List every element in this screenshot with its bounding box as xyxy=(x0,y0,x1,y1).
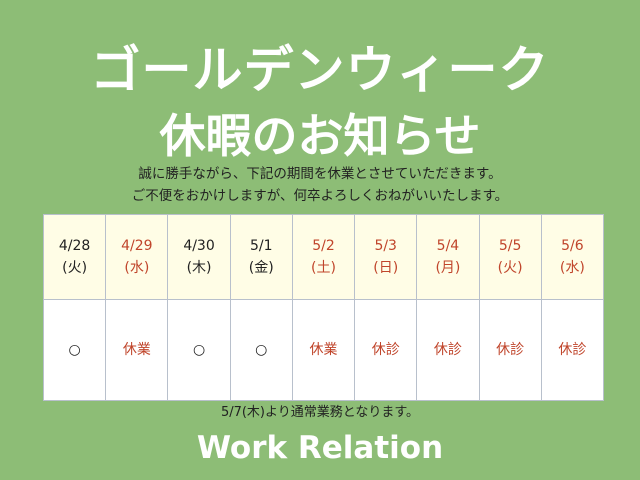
status-cell: ○ xyxy=(167,299,231,401)
brand-name: Work Relation xyxy=(196,430,444,466)
date: 5/2 xyxy=(312,238,335,254)
status-row: ○ 休業 ○ ○ 休業 休診 休診 休診 休診 xyxy=(42,299,605,401)
status-cell: 休診 xyxy=(478,299,542,401)
status-cell: 休診 xyxy=(354,299,418,401)
date-cell: 5/4 (月) xyxy=(416,214,480,300)
date-cell: 5/1 (金) xyxy=(229,214,293,300)
message-line-1: 誠に勝手ながら、下記の期間を休業とさせていただきます。 xyxy=(138,166,502,182)
footer-note: 5/7(木)より通常業務となります。 xyxy=(220,405,420,420)
status-cell: ○ xyxy=(229,299,293,401)
weekday: (火) xyxy=(62,260,88,276)
weekday: (土) xyxy=(311,260,336,276)
date-row: 4/28 (火) 4/29 (水) 4/30 (木) 5/1 (金) 5/2 (土) 5/3 (日) 5… xyxy=(42,214,605,300)
title-line-1: ゴールデンウィーク xyxy=(90,41,550,99)
weekday: (火) xyxy=(497,260,523,276)
date-cell: 5/5 (火) xyxy=(478,214,542,300)
weekday: (金) xyxy=(248,260,274,276)
date: 4/29 xyxy=(121,238,153,254)
weekday: (木) xyxy=(186,260,212,276)
status-cell: 休業 xyxy=(291,299,356,401)
weekday: (月) xyxy=(435,260,461,276)
weekday: (水) xyxy=(559,260,585,276)
date-cell: 5/2 (土) xyxy=(291,214,356,300)
status-cell: 休業 xyxy=(105,299,169,401)
date: 5/3 xyxy=(374,238,397,254)
date-cell: 4/29 (水) xyxy=(105,214,169,300)
status-cell: 休診 xyxy=(416,299,480,401)
date-cell: 5/3 (日) xyxy=(354,214,418,300)
status-cell: 休診 xyxy=(540,299,605,401)
schedule-table: 4/28 (火) 4/29 (水) 4/30 (木) 5/1 (金) 5/2 (土) 5/3 (日) 5… xyxy=(42,214,605,401)
title-line-2: 休暇のお知らせ xyxy=(159,109,481,163)
date-cell: 4/28 (火) xyxy=(42,214,107,300)
date: 4/28 xyxy=(58,238,91,254)
weekday: (日) xyxy=(373,260,399,276)
date: 5/1 xyxy=(250,238,273,254)
date-cell: 4/30 (木) xyxy=(167,214,231,300)
date: 5/4 xyxy=(436,238,460,254)
date: 5/5 xyxy=(498,238,522,254)
date-cell: 5/6 (水) xyxy=(540,214,605,300)
message-line-2: ご不便をおかけしますが、何卒よろしくおねがいいたします。 xyxy=(131,188,509,204)
status-cell: ○ xyxy=(42,299,107,401)
weekday: (水) xyxy=(124,260,150,276)
date: 4/30 xyxy=(183,238,215,254)
date: 5/6 xyxy=(561,238,584,254)
